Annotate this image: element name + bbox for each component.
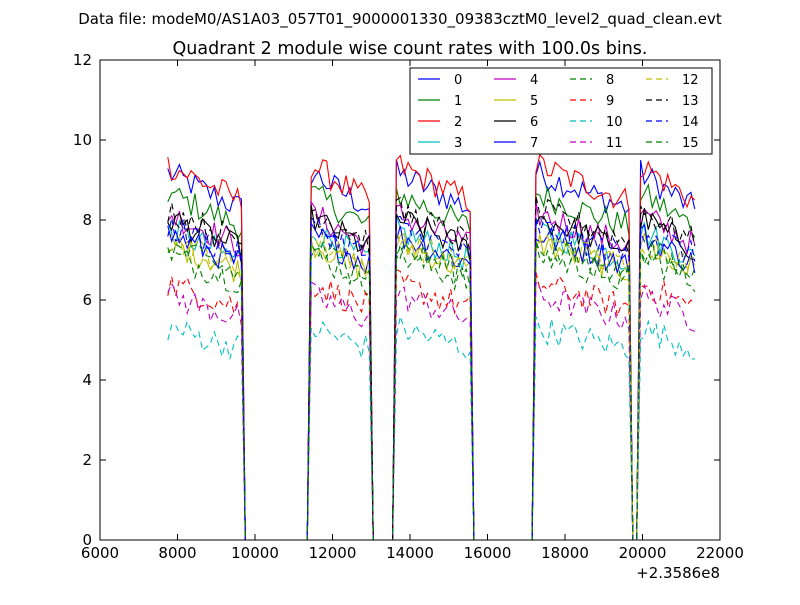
x-tick-label: 20000 — [619, 544, 667, 562]
x-tick-label: 10000 — [231, 544, 279, 562]
series-line-8 — [167, 240, 696, 541]
figure-suptitle: Data file: modeM0/AS1A03_057T01_90000013… — [78, 10, 722, 29]
x-tick-label: 6000 — [81, 544, 119, 562]
legend-label-4: 4 — [530, 73, 538, 88]
legend-label-0: 0 — [454, 73, 462, 88]
series-line-1 — [167, 182, 696, 541]
series-line-10 — [167, 314, 695, 541]
legend-label-10: 10 — [606, 115, 623, 130]
legend-label-6: 6 — [530, 115, 538, 130]
series-line-12 — [167, 229, 696, 541]
legend-label-14: 14 — [682, 115, 699, 130]
y-tick-label: 8 — [82, 211, 92, 229]
legend-box — [409, 67, 713, 155]
series-line-15 — [167, 239, 696, 541]
legend-label-2: 2 — [454, 115, 462, 130]
series-line-13 — [167, 195, 696, 541]
series-line-0 — [167, 159, 696, 541]
series-line-4 — [167, 199, 696, 541]
y-tick-label: 10 — [73, 131, 92, 149]
legend-label-1: 1 — [454, 94, 462, 109]
legend-label-12: 12 — [682, 73, 699, 88]
legend-label-7: 7 — [530, 136, 538, 151]
x-offset-label: +2.3586e8 — [636, 564, 720, 582]
x-tick-label: 16000 — [464, 544, 512, 562]
x-tick-label: 22000 — [696, 544, 744, 562]
legend-label-15: 15 — [682, 136, 699, 151]
x-tick-label: 8000 — [158, 544, 196, 562]
legend-label-3: 3 — [454, 136, 462, 151]
y-tick-label: 6 — [82, 291, 92, 309]
y-tick-label: 12 — [73, 51, 92, 69]
chart-title: Quadrant 2 module wise count rates with … — [173, 39, 648, 59]
series-line-5 — [167, 232, 696, 541]
plot-area — [167, 153, 696, 541]
y-tick-label: 4 — [82, 371, 92, 389]
x-tick-label: 18000 — [541, 544, 589, 562]
x-tick-label: 14000 — [386, 544, 434, 562]
legend-label-8: 8 — [606, 73, 614, 88]
axes: 6000 8000 10000 12000 14000 16000 18000 20000 22… — [73, 51, 744, 562]
y-tick-label: 2 — [82, 451, 92, 469]
legend-label-5: 5 — [530, 94, 538, 109]
y-tick-label: 0 — [82, 531, 92, 549]
legend-label-9: 9 — [606, 94, 614, 109]
series-line-11 — [167, 280, 695, 541]
legend-label-13: 13 — [682, 94, 699, 109]
series-line-9 — [167, 268, 696, 541]
x-tick-label: 12000 — [309, 544, 357, 562]
legend-label-11: 11 — [606, 136, 623, 151]
